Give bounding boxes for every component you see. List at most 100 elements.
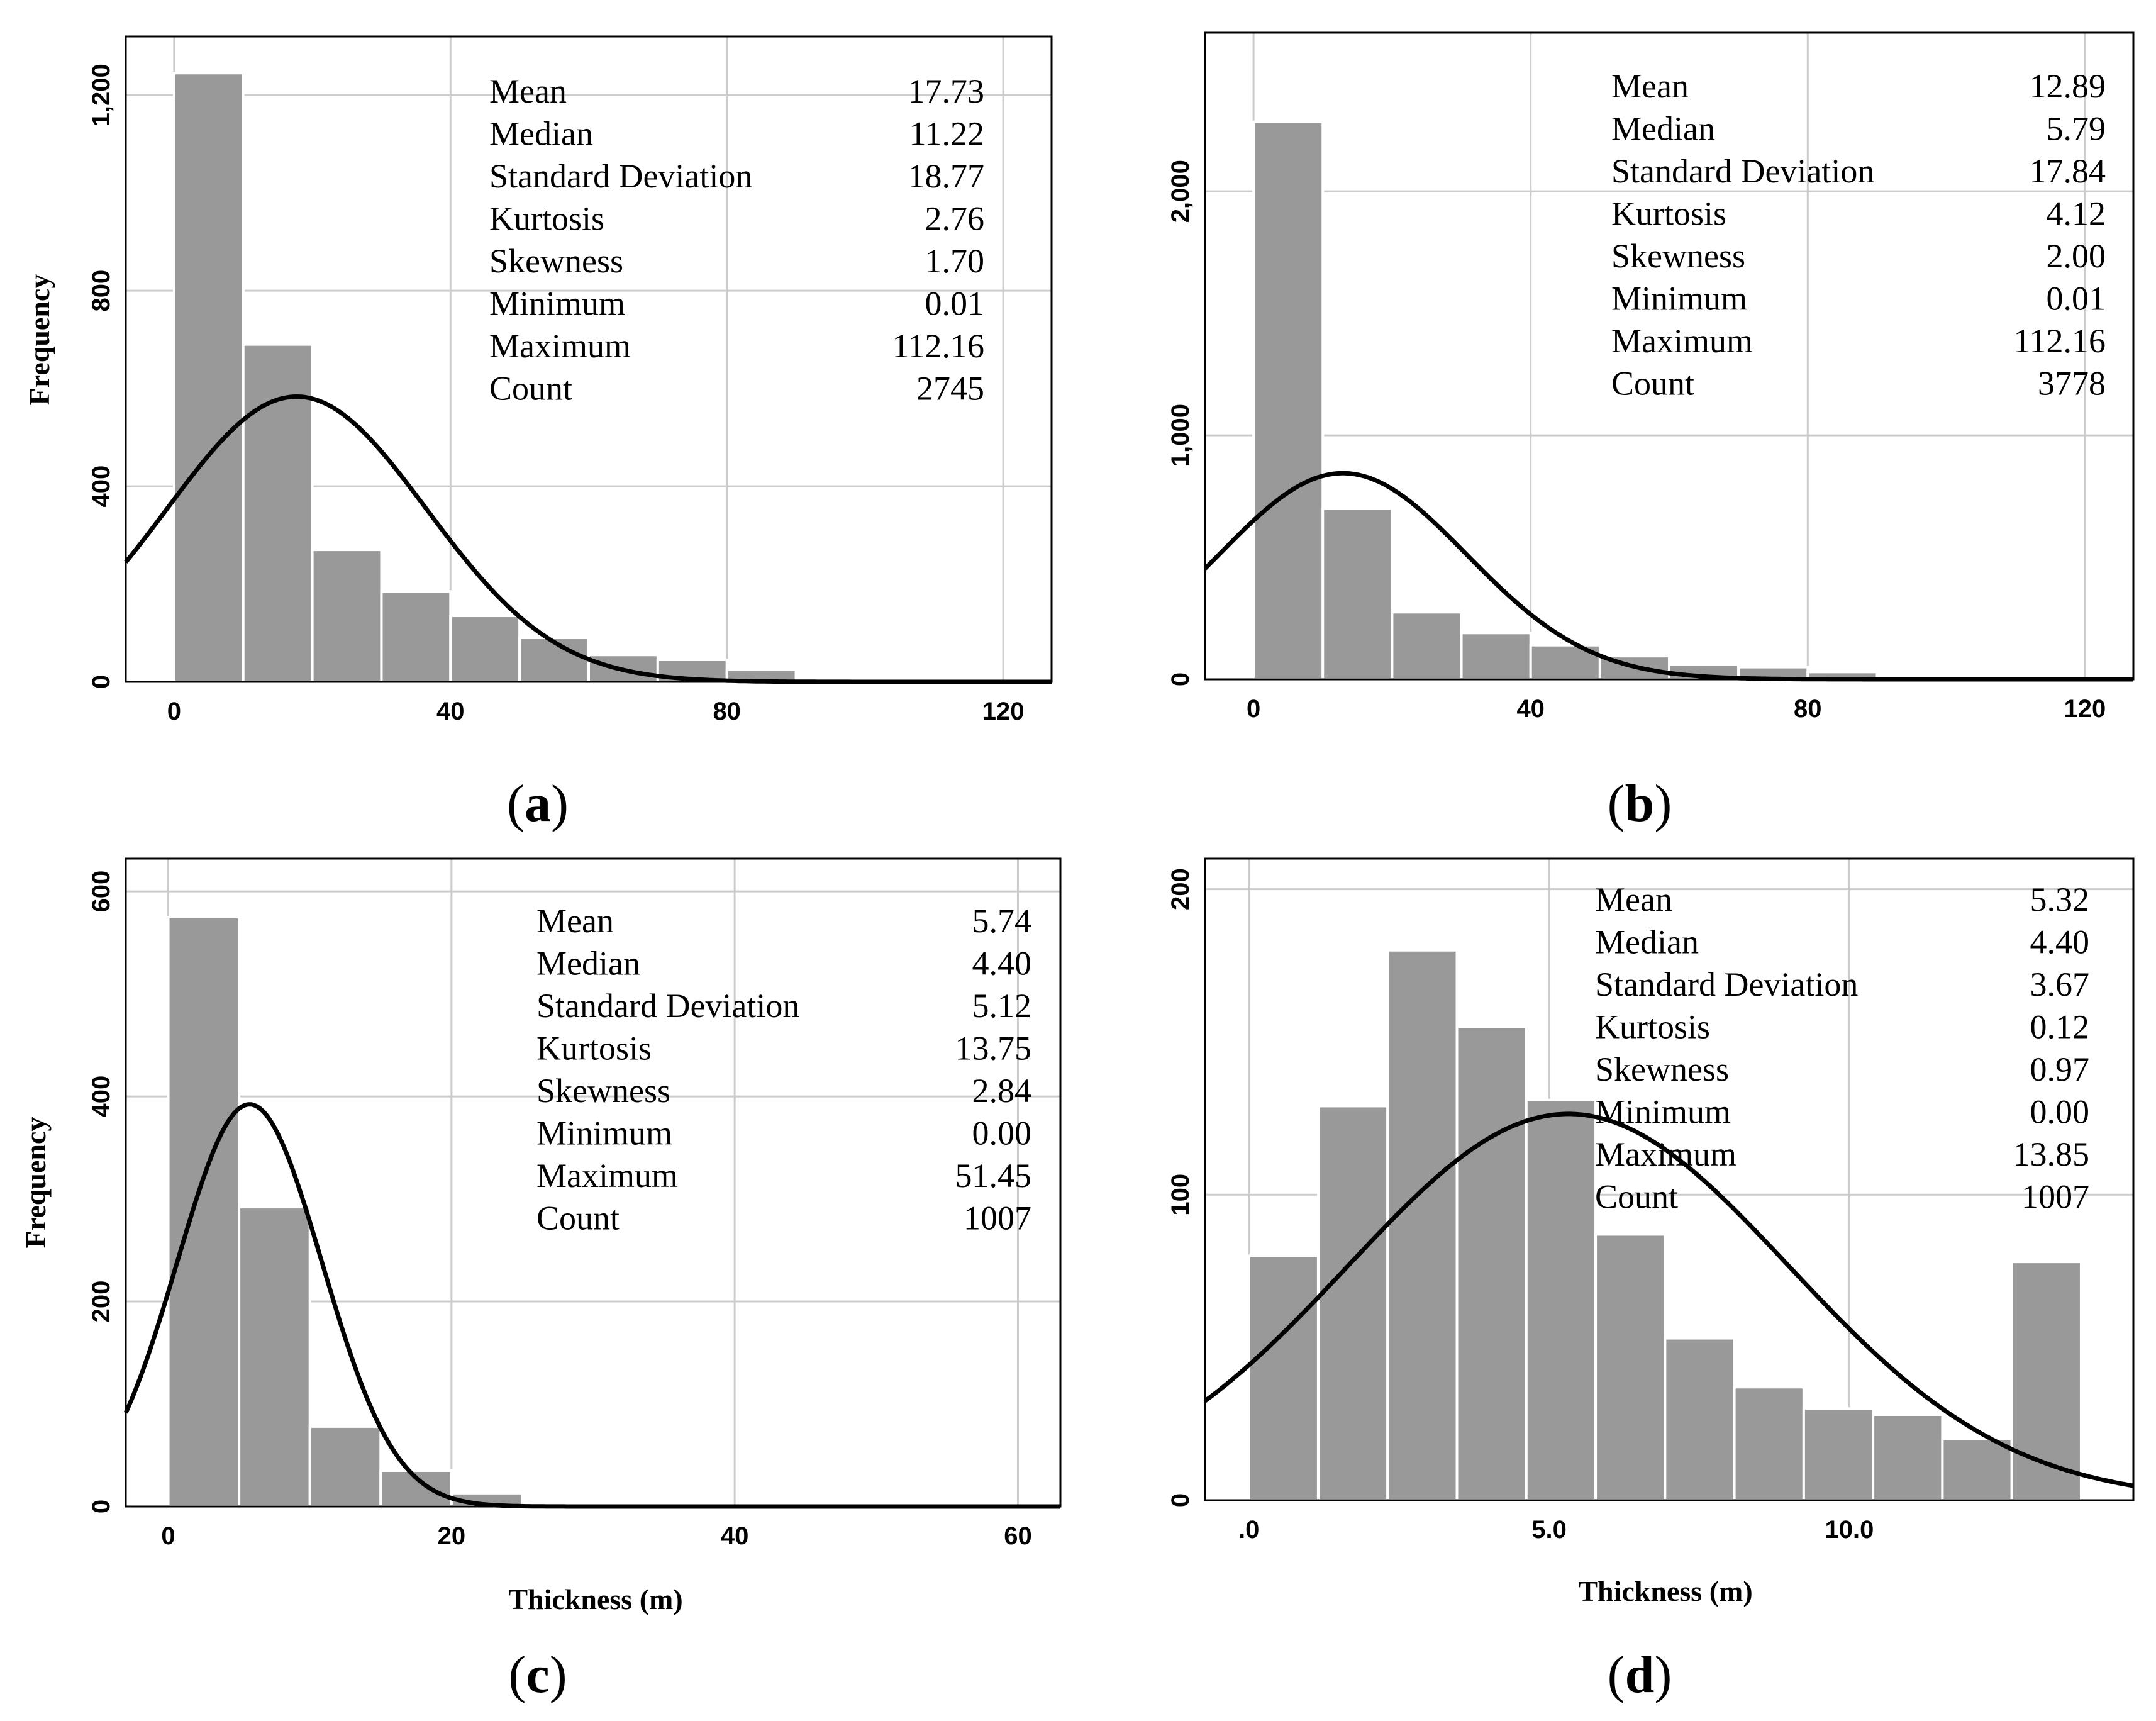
histogram-bar-d-7 <box>1733 1386 1805 1501</box>
panel-label-d: (d) <box>1608 1646 1672 1704</box>
y-tick-label-a-2: 800 <box>87 270 115 312</box>
stat-value-d-5: 0.00 <box>2030 1093 2090 1131</box>
y-tick-label-c-1: 200 <box>87 1281 115 1323</box>
stat-value-b-6: 112.16 <box>2014 322 2106 360</box>
stat-label-b-2: Standard Deviation <box>1611 152 1874 190</box>
y-tick-label-d-2: 200 <box>1167 868 1194 910</box>
x-axis-title-d: Thickness (m) <box>1578 1575 1752 1607</box>
stat-label-a-4: Skewness <box>489 242 623 280</box>
stat-value-c-1: 4.40 <box>972 945 1032 983</box>
x-tick-label-b-2: 80 <box>1794 695 1822 723</box>
stat-label-d-7: Count <box>1595 1178 1678 1216</box>
stat-value-b-0: 12.89 <box>2030 67 2106 105</box>
y-tick-label-b-2: 2,000 <box>1167 160 1194 223</box>
stat-label-b-7: Count <box>1611 365 1694 403</box>
stat-value-c-3: 13.75 <box>955 1030 1032 1067</box>
stat-value-a-3: 2.76 <box>925 200 985 238</box>
x-tick-label-b-1: 40 <box>1516 695 1545 723</box>
y-tick-label-c-2: 400 <box>87 1076 115 1118</box>
histogram-bar-d-5 <box>1594 1233 1667 1502</box>
stat-value-b-4: 2.00 <box>2047 237 2106 275</box>
y-tick-label-b-0: 0 <box>1167 672 1194 686</box>
stat-label-a-6: Maximum <box>489 327 631 365</box>
stat-value-a-2: 18.77 <box>908 157 985 195</box>
histogram-bar-c-2 <box>308 1425 382 1508</box>
stat-label-b-6: Maximum <box>1611 322 1753 360</box>
stat-label-b-5: Minimum <box>1611 280 1747 318</box>
x-tick-label-b-3: 120 <box>2064 695 2106 723</box>
histogram-bar-c-0 <box>167 915 241 1508</box>
y-tick-label-d-1: 100 <box>1167 1174 1194 1216</box>
stat-label-c-0: Mean <box>536 902 614 940</box>
stat-value-a-5: 0.01 <box>925 285 985 323</box>
stat-label-a-3: Kurtosis <box>489 200 604 238</box>
stat-label-d-0: Mean <box>1595 881 1672 918</box>
stat-label-c-1: Median <box>536 945 640 983</box>
x-tick-label-c-1: 20 <box>438 1522 466 1550</box>
y-axis-title-a: Frequency <box>23 274 55 406</box>
x-axis-title-c: Thickness (m) <box>508 1583 682 1615</box>
stat-label-b-3: Kurtosis <box>1611 195 1726 233</box>
histogram-bar-c-1 <box>238 1206 311 1508</box>
stat-value-c-5: 0.00 <box>972 1115 1032 1152</box>
y-axis-title-c: Frequency <box>19 1117 52 1249</box>
stat-value-d-7: 1007 <box>2021 1178 2089 1216</box>
x-tick-label-c-2: 40 <box>721 1522 749 1550</box>
x-tick-label-a-0: 0 <box>167 698 181 725</box>
y-tick-label-c-3: 600 <box>87 871 115 913</box>
normal-curve-d <box>1203 1111 2134 1488</box>
x-tick-label-b-0: 0 <box>1247 695 1260 723</box>
stat-label-a-2: Standard Deviation <box>489 157 752 195</box>
histogram-bar-a-2 <box>311 549 383 683</box>
stat-value-c-2: 5.12 <box>972 987 1032 1025</box>
x-tick-label-d-1: 5.0 <box>1531 1516 1567 1544</box>
stat-value-a-0: 17.73 <box>908 72 985 110</box>
panel-d: .0 5.0 10.0 0 100 200 Mean 5.32 Median 4.40 Standa… <box>1167 857 2135 1704</box>
stat-value-b-2: 17.84 <box>2030 152 2106 190</box>
stat-value-a-6: 112.16 <box>892 327 985 365</box>
histogram-bar-d-9 <box>1872 1413 1944 1501</box>
y-tick-label-a-3: 1,200 <box>87 64 115 126</box>
plot-area-d: .0 5.0 10.0 0 100 200 Mean 5.32 Median 4.40 Standa… <box>1167 857 2135 1544</box>
stat-label-d-3: Kurtosis <box>1595 1008 1710 1046</box>
x-tick-label-c-0: 0 <box>161 1522 175 1550</box>
stat-value-d-4: 0.97 <box>2030 1050 2090 1088</box>
x-tick-label-c-3: 60 <box>1004 1522 1032 1550</box>
x-tick-label-a-2: 80 <box>713 698 741 725</box>
plot-frame-c <box>125 857 1062 1508</box>
stat-value-a-4: 1.70 <box>925 242 985 280</box>
stat-label-a-0: Mean <box>489 72 567 110</box>
stat-value-d-1: 4.40 <box>2030 923 2090 961</box>
stat-value-c-6: 51.45 <box>955 1157 1032 1195</box>
stat-label-c-2: Standard Deviation <box>536 987 799 1025</box>
stat-value-c-4: 2.84 <box>972 1072 1032 1110</box>
histogram-bar-b-1 <box>1321 507 1394 681</box>
histogram-bar-d-1 <box>1316 1105 1389 1501</box>
panel-label-c: (c) <box>508 1646 567 1704</box>
histogram-bar-d-6 <box>1664 1337 1736 1502</box>
stat-label-b-1: Median <box>1611 110 1715 148</box>
histogram-bar-b-3 <box>1460 632 1532 681</box>
stat-label-d-2: Standard Deviation <box>1595 966 1858 1003</box>
stat-label-b-4: Skewness <box>1611 237 1745 275</box>
stat-label-a-5: Minimum <box>489 285 625 323</box>
stat-value-c-7: 1007 <box>964 1200 1031 1237</box>
stat-label-d-4: Skewness <box>1595 1050 1729 1088</box>
stat-label-a-7: Count <box>489 370 572 408</box>
panel-b: 0 40 80 120 0 1,000 2,000 Mean 12.89 Median 5.79 St… <box>1167 31 2135 833</box>
panel-a: 0 40 80 120 0 400 800 1,200 Mean 17.73 Median 11.22… <box>23 35 1053 833</box>
plot-frame-a <box>125 35 1053 683</box>
x-tick-label-a-3: 120 <box>982 698 1025 725</box>
stat-label-d-1: Median <box>1595 923 1699 961</box>
stat-label-c-7: Count <box>536 1200 620 1237</box>
histogram-bar-a-0 <box>172 72 245 683</box>
histogram-bar-b-0 <box>1252 120 1325 681</box>
stat-value-d-6: 13.85 <box>2013 1135 2090 1173</box>
x-tick-label-a-1: 40 <box>436 698 465 725</box>
stat-value-d-0: 5.32 <box>2030 881 2090 918</box>
histogram-bar-d-4 <box>1525 1098 1598 1501</box>
stat-label-c-4: Skewness <box>536 1072 670 1110</box>
